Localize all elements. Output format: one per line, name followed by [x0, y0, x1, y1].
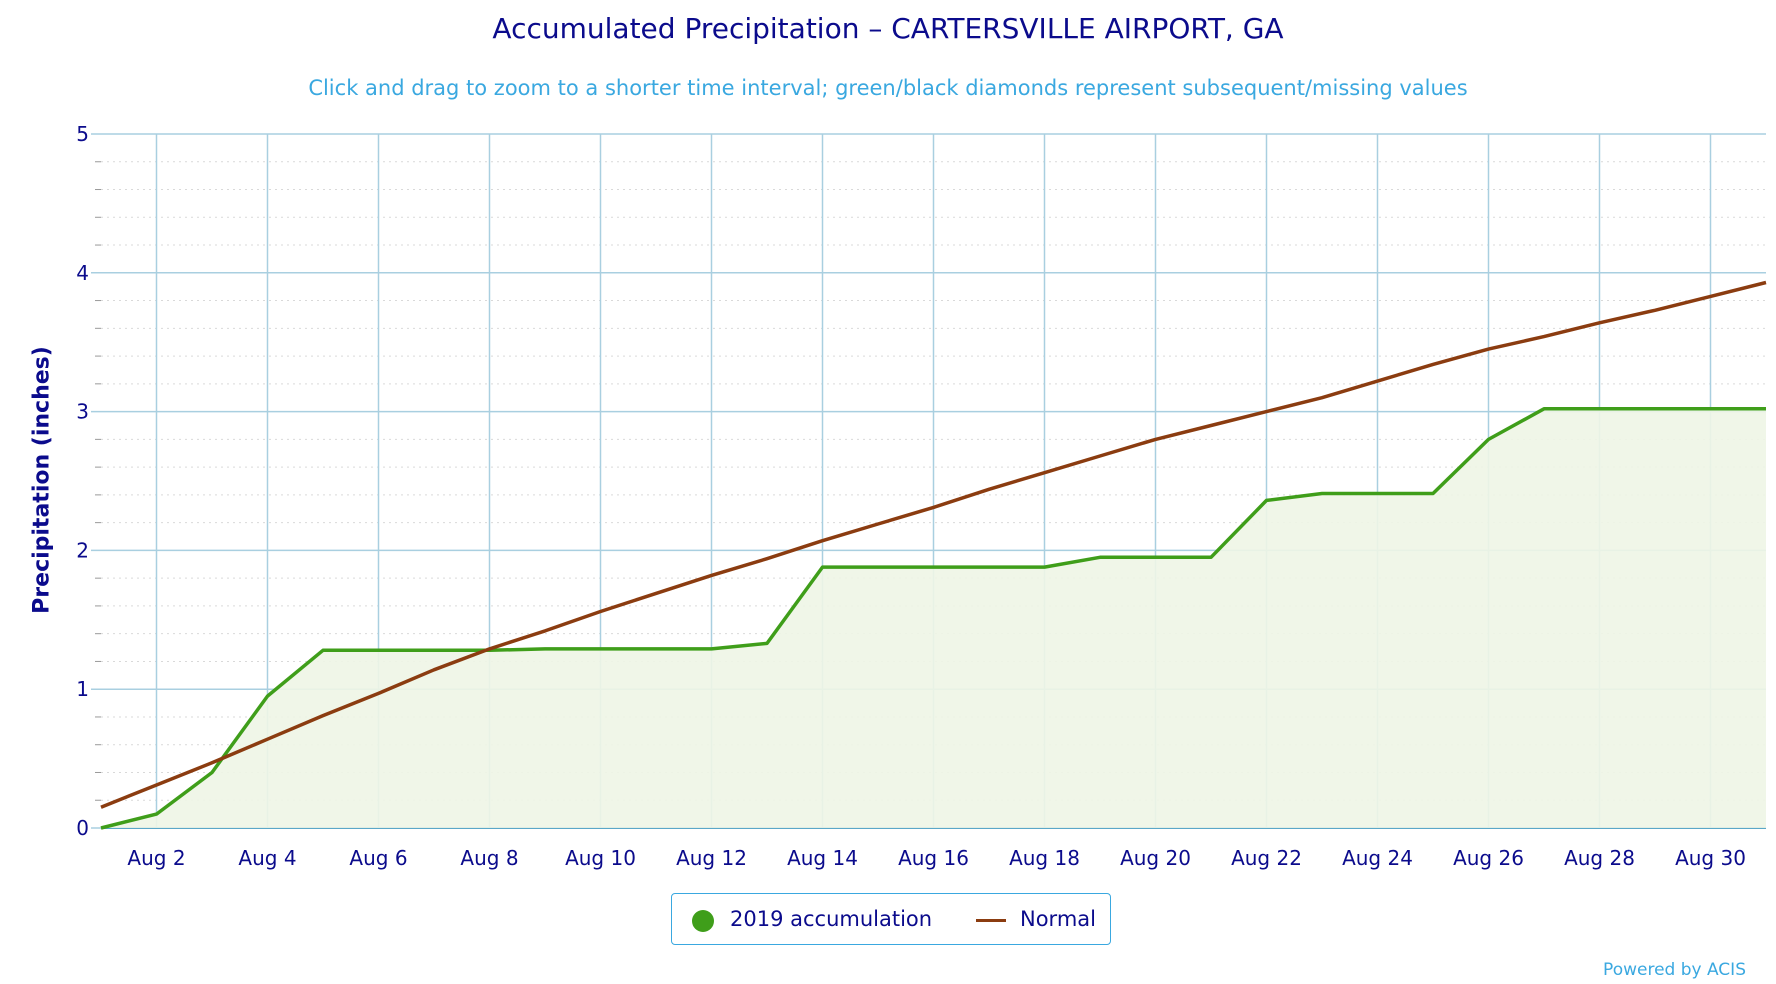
x-tick-label: Aug 8	[460, 846, 518, 870]
x-tick-label: Aug 10	[565, 846, 636, 870]
x-tick-label: Aug 14	[787, 846, 858, 870]
x-tick-label: Aug 16	[898, 846, 969, 870]
y-axis-ticks: 0 1 2 3 4 5	[76, 122, 89, 840]
x-tick-label: Aug 6	[349, 846, 407, 870]
accumulation-legend-dot-icon	[692, 910, 714, 932]
normal-series-line[interactable]	[100, 280, 1767, 809]
y-tick-label: 2	[76, 538, 89, 562]
chart-subtitle: Click and drag to zoom to a shorter time…	[308, 76, 1468, 100]
x-tick-label: Aug 18	[1009, 846, 1080, 870]
y-tick-label: 4	[76, 261, 89, 285]
x-tick-label: Aug 20	[1120, 846, 1191, 870]
x-tick-label: Aug 22	[1231, 846, 1302, 870]
x-tick-label: Aug 24	[1342, 846, 1413, 870]
chart-title: Accumulated Precipitation – CARTERSVILLE…	[492, 12, 1284, 45]
powered-by-credit[interactable]: Powered by ACIS	[1603, 960, 1746, 980]
legend-item-normal[interactable]: Normal	[1020, 907, 1096, 931]
y-tick-label: 5	[76, 122, 89, 146]
x-axis-ticks: Aug 2 Aug 4 Aug 6 Aug 8 Aug 10 Aug 12 Aug 14 Au…	[127, 846, 1746, 870]
normal-legend-line-icon	[976, 919, 1006, 922]
legend-item-accumulation[interactable]: 2019 accumulation	[730, 907, 933, 931]
accumulation-area	[101, 408, 1766, 828]
x-tick-label: Aug 28	[1564, 846, 1635, 870]
x-tick-label: Aug 2	[127, 846, 185, 870]
legend: 2019 accumulation Normal	[671, 893, 1111, 945]
y-tick-label: 3	[76, 400, 89, 424]
x-tick-label: Aug 26	[1453, 846, 1524, 870]
y-tick-label: 0	[76, 816, 89, 840]
y-tick-label: 1	[76, 677, 89, 701]
x-tick-label: Aug 12	[676, 846, 747, 870]
x-tick-label: Aug 4	[238, 846, 296, 870]
x-tick-label: Aug 30	[1675, 846, 1746, 870]
accumulation-series-line[interactable]	[100, 407, 1766, 830]
